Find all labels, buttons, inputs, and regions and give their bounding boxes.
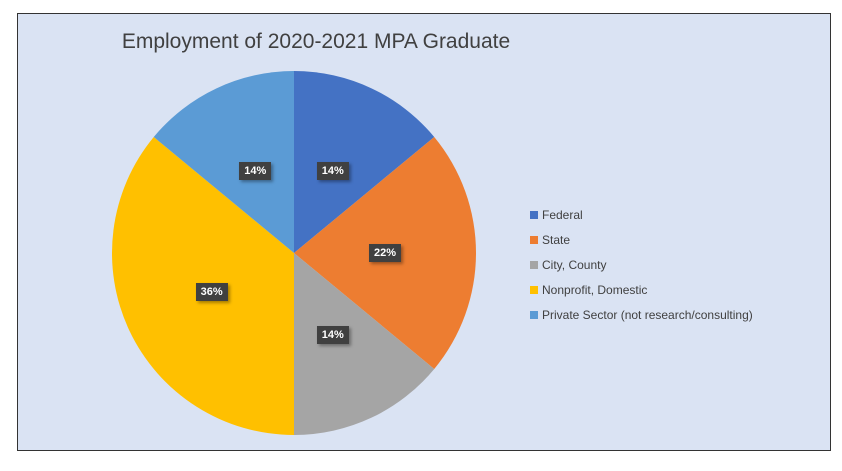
pie-slice-4	[153, 71, 294, 253]
pie-slice-2	[294, 253, 435, 435]
legend-swatch	[530, 260, 538, 269]
legend-item: City, County	[530, 252, 753, 277]
chart-title: Employment of 2020-2021 MPA Graduate	[121, 30, 511, 53]
legend-item: Nonprofit, Domestic	[530, 277, 753, 302]
legend-swatch	[530, 210, 538, 219]
data-label: 36%	[195, 282, 228, 301]
legend-swatch	[530, 235, 538, 244]
legend-label: Private Sector (not research/consulting)	[542, 307, 753, 322]
data-label: 14%	[239, 161, 272, 180]
legend-swatch	[530, 285, 538, 294]
data-label: 14%	[316, 161, 349, 180]
legend-label: Federal	[542, 207, 583, 222]
legend-item: State	[530, 227, 753, 252]
legend-item: Federal	[530, 202, 753, 227]
data-label: 22%	[368, 244, 402, 262]
legend-swatch	[530, 310, 538, 319]
legend-label: Nonprofit, Domestic	[542, 282, 648, 297]
legend: Federal State City, County Nonprofit, Domes…	[530, 202, 753, 327]
legend-item: Private Sector (not research/consulting)	[530, 302, 753, 327]
pie-slice-0	[294, 71, 435, 253]
legend-label: City, County	[542, 257, 607, 272]
data-label: 14%	[316, 326, 349, 345]
legend-label: State	[542, 232, 571, 247]
chart-area: Employment of 2020-2021 MPA Graduate 14%…	[17, 13, 831, 451]
